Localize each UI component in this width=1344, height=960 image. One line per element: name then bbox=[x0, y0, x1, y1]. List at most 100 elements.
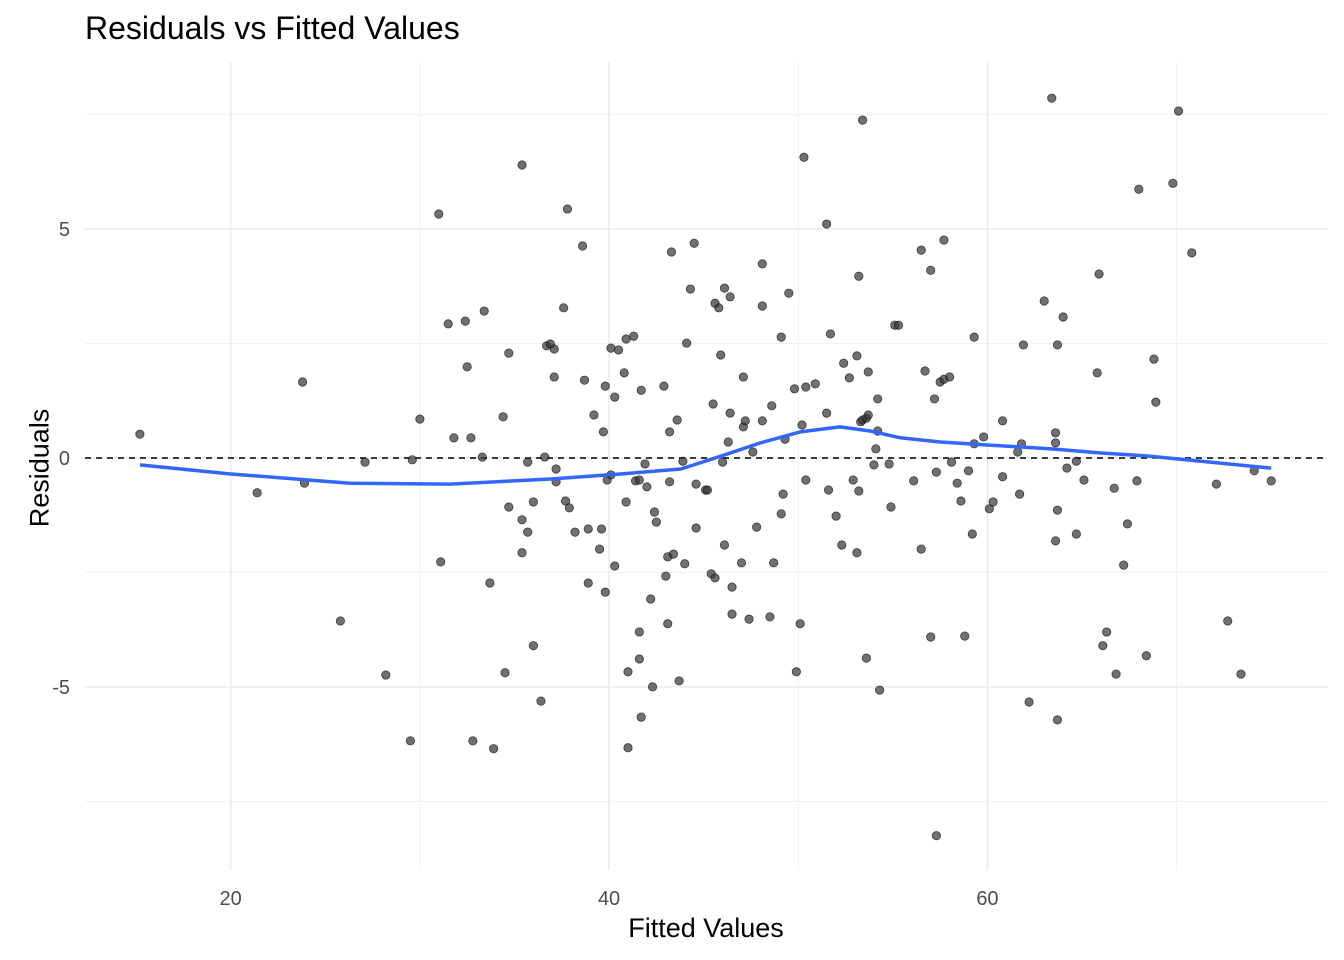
data-point bbox=[500, 668, 510, 678]
data-point bbox=[752, 522, 762, 532]
data-point bbox=[776, 332, 786, 342]
data-point bbox=[663, 619, 673, 629]
data-point bbox=[621, 497, 631, 507]
data-point bbox=[1079, 475, 1089, 485]
data-point bbox=[691, 479, 701, 489]
data-point bbox=[460, 316, 470, 326]
data-point bbox=[523, 457, 533, 467]
data-point bbox=[920, 366, 930, 376]
data-point bbox=[767, 401, 777, 411]
data-point bbox=[886, 502, 896, 512]
data-point bbox=[678, 456, 688, 466]
data-point bbox=[636, 712, 646, 722]
data-point bbox=[1058, 312, 1068, 322]
data-point bbox=[449, 433, 459, 443]
x-axis-label: Fitted Values bbox=[628, 913, 784, 943]
data-point bbox=[875, 685, 885, 695]
data-point bbox=[579, 375, 590, 385]
data-point bbox=[560, 496, 571, 506]
data-point bbox=[1223, 616, 1233, 626]
data-point bbox=[443, 319, 453, 329]
data-point bbox=[831, 511, 841, 521]
data-point bbox=[477, 452, 487, 462]
data-point bbox=[801, 475, 811, 485]
data-points bbox=[135, 93, 1276, 841]
data-point bbox=[854, 271, 864, 281]
data-point bbox=[666, 247, 677, 257]
data-point bbox=[725, 408, 735, 418]
data-point bbox=[839, 358, 849, 368]
data-point bbox=[784, 288, 794, 298]
data-point bbox=[636, 385, 646, 395]
data-point bbox=[600, 587, 610, 597]
data-point bbox=[634, 654, 644, 664]
data-point bbox=[795, 619, 805, 629]
data-point bbox=[873, 394, 883, 404]
data-point bbox=[926, 265, 936, 275]
data-point bbox=[969, 332, 979, 342]
data-point bbox=[979, 432, 989, 442]
data-point bbox=[659, 381, 669, 391]
data-point bbox=[1094, 269, 1104, 279]
data-point bbox=[583, 578, 593, 588]
x-tick-label: 20 bbox=[220, 888, 242, 910]
data-point bbox=[661, 571, 671, 581]
data-point bbox=[360, 457, 370, 467]
y-tick-label: 5 bbox=[59, 219, 70, 241]
data-point bbox=[778, 489, 788, 499]
data-point bbox=[407, 455, 417, 465]
data-point bbox=[822, 219, 832, 229]
data-point bbox=[757, 416, 767, 426]
data-point bbox=[647, 682, 658, 692]
data-point bbox=[335, 616, 346, 626]
data-point bbox=[536, 696, 546, 706]
data-point bbox=[736, 558, 747, 568]
data-point bbox=[716, 350, 726, 360]
data-point bbox=[549, 372, 559, 382]
data-point bbox=[1050, 536, 1061, 546]
data-point bbox=[1134, 184, 1144, 194]
data-point bbox=[710, 573, 720, 583]
data-point bbox=[682, 338, 692, 348]
data-point bbox=[822, 408, 832, 418]
x-tick-label: 60 bbox=[976, 888, 998, 910]
data-point bbox=[680, 559, 690, 569]
data-point bbox=[884, 459, 894, 469]
data-point bbox=[1013, 447, 1023, 457]
data-point bbox=[1098, 641, 1108, 651]
data-point bbox=[946, 457, 957, 467]
data-point bbox=[984, 504, 994, 514]
data-point bbox=[1211, 479, 1221, 489]
data-point bbox=[869, 460, 879, 470]
data-point bbox=[610, 392, 620, 402]
data-point bbox=[610, 561, 620, 571]
data-point bbox=[528, 497, 538, 507]
data-point bbox=[857, 115, 868, 125]
data-point bbox=[462, 362, 472, 372]
data-point bbox=[1151, 397, 1161, 407]
data-point bbox=[1071, 529, 1081, 539]
data-point bbox=[708, 399, 718, 409]
data-point bbox=[1071, 456, 1081, 466]
data-point bbox=[1149, 354, 1159, 364]
data-point bbox=[988, 497, 998, 507]
data-point bbox=[893, 320, 904, 330]
data-point bbox=[719, 540, 730, 550]
data-point bbox=[598, 427, 608, 437]
data-point bbox=[674, 676, 684, 686]
data-point bbox=[1236, 669, 1246, 679]
data-point bbox=[956, 496, 966, 506]
data-point bbox=[823, 485, 834, 495]
data-point bbox=[1052, 505, 1063, 515]
data-point bbox=[621, 334, 631, 344]
data-point bbox=[963, 466, 974, 476]
data-point bbox=[765, 612, 775, 622]
data-point bbox=[1024, 697, 1034, 707]
data-point bbox=[725, 292, 735, 302]
data-point bbox=[434, 209, 444, 219]
data-point bbox=[719, 283, 730, 293]
data-point bbox=[791, 667, 801, 677]
data-point bbox=[551, 464, 561, 474]
data-point bbox=[717, 457, 728, 467]
data-point bbox=[623, 667, 633, 677]
